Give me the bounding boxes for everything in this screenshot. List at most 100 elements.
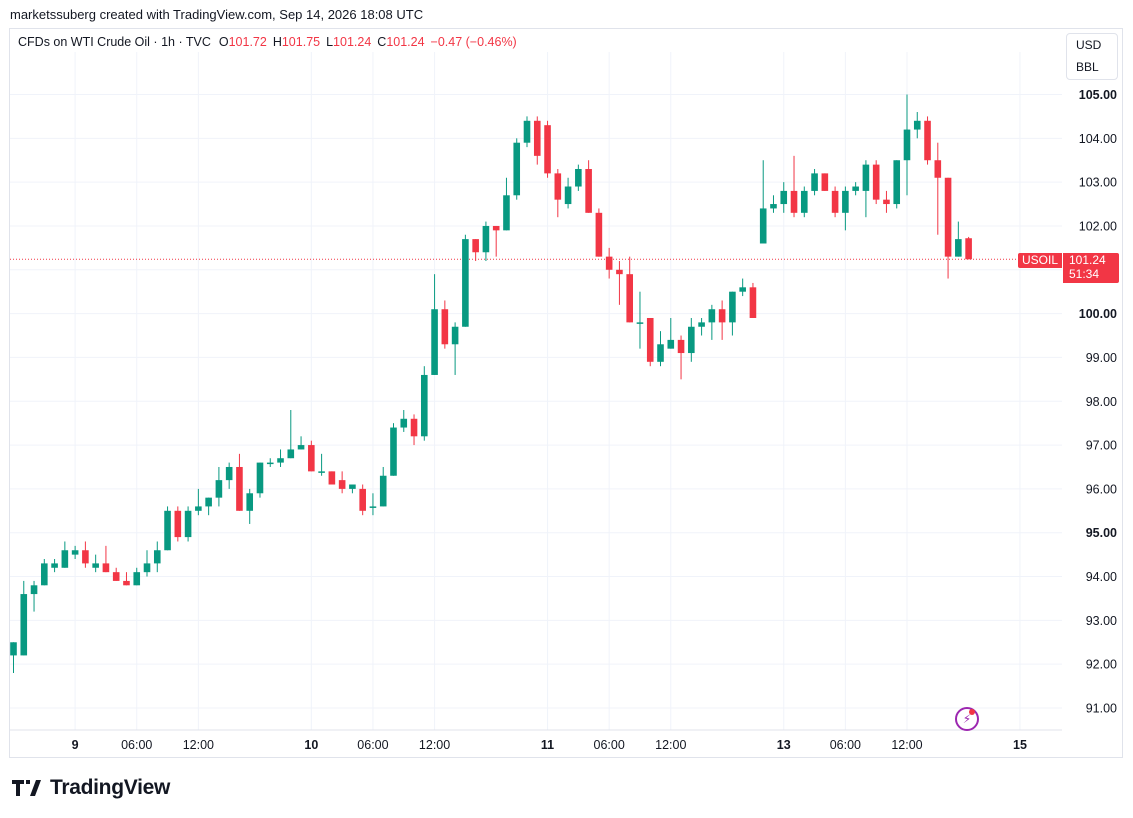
candle-body	[616, 269, 623, 275]
candle-body	[852, 186, 859, 191]
tradingview-logo[interactable]: TradingView	[12, 776, 170, 800]
price-tag-last: 101.24	[1069, 253, 1106, 267]
x-tick-label: 12:00	[891, 738, 922, 752]
candle-body	[153, 550, 161, 564]
candle-body	[759, 208, 767, 244]
candle-body	[205, 497, 212, 507]
candle-body	[51, 563, 58, 568]
x-tick-label: 10	[304, 738, 318, 752]
close-label: C	[377, 35, 387, 49]
candle-body	[718, 309, 726, 323]
candle-body	[831, 190, 839, 213]
x-tick-label: 06:00	[357, 738, 388, 752]
candle-body	[749, 287, 757, 318]
candle-body	[61, 550, 69, 568]
y-tick-label: 97.00	[1086, 439, 1117, 453]
candle-body	[523, 120, 531, 143]
candle-body	[657, 344, 664, 362]
candle-body	[20, 594, 28, 656]
candle-body	[677, 339, 685, 354]
close-value: 101.24	[386, 35, 425, 49]
candle-body	[225, 466, 233, 481]
candle-body	[287, 449, 295, 459]
candle-body	[575, 168, 582, 187]
candle-body	[934, 160, 942, 178]
candle-body	[174, 510, 182, 538]
symbol-name[interactable]: CFDs on WTI Crude Oil · 1h · TVC	[18, 35, 211, 49]
x-tick-label: 13	[777, 738, 791, 752]
candle-body	[308, 445, 315, 472]
candle-body	[123, 580, 130, 586]
candle-body	[328, 471, 336, 485]
y-tick-label: 102.00	[1079, 219, 1117, 233]
candle-body	[862, 164, 870, 191]
candle-body	[913, 120, 921, 130]
candle-body	[893, 160, 901, 205]
candle-body	[472, 239, 479, 253]
candle-body	[636, 322, 644, 324]
candle-body	[400, 418, 408, 428]
candle-body	[246, 493, 254, 511]
candle-body	[143, 563, 151, 573]
candle-body	[410, 418, 418, 437]
unit-label[interactable]: BBL	[1076, 60, 1099, 74]
candle-body	[924, 120, 931, 161]
candle-body	[379, 475, 387, 507]
candle-body	[349, 484, 356, 489]
y-tick-label: 94.00	[1086, 570, 1117, 584]
candle-body	[872, 164, 880, 200]
price-tag-values: 101.24 51:34	[1063, 253, 1119, 283]
candle-body	[215, 480, 223, 498]
candle-body	[626, 274, 633, 323]
candle-body	[71, 550, 79, 555]
x-tick-label: 12:00	[183, 738, 214, 752]
x-tick-label: 9	[72, 738, 79, 752]
candle-body	[318, 471, 325, 473]
symbol-legend: CFDs on WTI Crude Oil · 1h · TVC O 101.72…	[18, 35, 523, 49]
candle-body	[30, 585, 38, 595]
candle-body	[164, 510, 171, 551]
x-tick-label: 06:00	[121, 738, 152, 752]
candle-body	[184, 510, 192, 538]
candle-body	[883, 199, 890, 205]
candle-body	[133, 572, 141, 586]
candle-body	[41, 563, 48, 586]
y-tick-label: 105.00	[1079, 88, 1117, 102]
unit-selector[interactable]: USD BBL	[1066, 33, 1118, 80]
y-tick-label: 96.00	[1086, 482, 1117, 496]
candle-body	[431, 309, 438, 375]
candle-body	[811, 173, 818, 191]
candle-body	[646, 317, 654, 362]
y-tick-label: 99.00	[1086, 351, 1117, 365]
candle-body	[482, 225, 490, 253]
low-value: 101.24	[333, 35, 372, 49]
currency-label[interactable]: USD	[1076, 38, 1102, 52]
y-tick-label: 91.00	[1086, 702, 1117, 716]
candle-body	[800, 190, 808, 213]
candle-body	[554, 173, 562, 200]
candle-body	[955, 239, 962, 257]
candle-body	[236, 466, 243, 511]
candle-body	[338, 480, 346, 489]
candle-body	[92, 563, 99, 568]
candle-body	[503, 195, 510, 231]
x-tick-label: 06:00	[594, 738, 625, 752]
candle-body	[297, 445, 305, 450]
chart-frame[interactable]	[9, 28, 1123, 758]
candle-body	[195, 506, 202, 511]
candle-body	[739, 287, 746, 292]
open-value: 101.72	[228, 35, 267, 49]
candle-body	[595, 212, 603, 257]
y-tick-label: 93.00	[1086, 614, 1117, 628]
y-tick-label: 100.00	[1079, 307, 1117, 321]
candle-body	[903, 129, 911, 161]
y-tick-label: 103.00	[1079, 176, 1117, 190]
candle-body	[441, 309, 449, 345]
high-label: H	[272, 35, 282, 49]
candle-body	[667, 339, 675, 349]
candle-body	[965, 238, 972, 260]
candle-body	[10, 642, 17, 656]
lightning-icon[interactable]: ⚡	[955, 707, 979, 731]
candle-body	[564, 186, 572, 205]
